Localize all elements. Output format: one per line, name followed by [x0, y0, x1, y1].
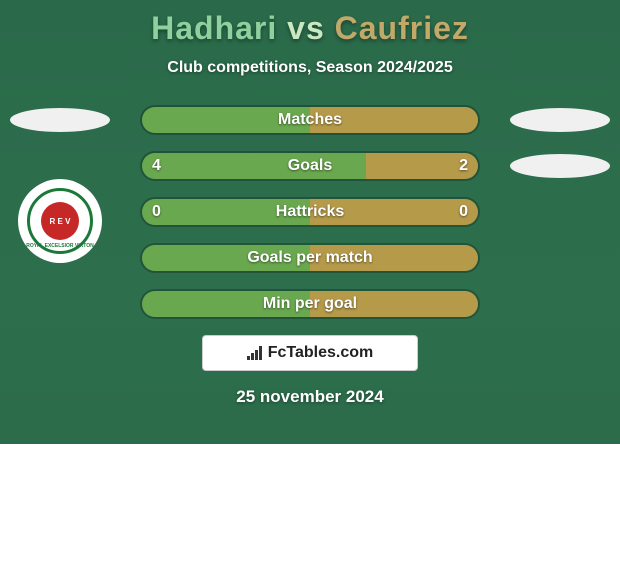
stat-label: Hattricks — [276, 203, 344, 221]
side-oval-left — [10, 108, 110, 132]
date-text: 25 november 2024 — [0, 387, 620, 407]
stat-row: Min per goal — [0, 289, 620, 319]
stat-label: Min per goal — [263, 295, 357, 313]
subtitle: Club competitions, Season 2024/2025 — [0, 59, 620, 77]
stat-value-left: 0 — [152, 203, 161, 221]
page-title: Hadhari vs Caufriez — [0, 10, 620, 47]
brand-text: FcTables.com — [268, 344, 374, 362]
vs-text: vs — [287, 10, 325, 46]
stat-bar: Hattricks 0 0 — [140, 197, 480, 227]
stat-bar: Min per goal — [140, 289, 480, 319]
player1-name: Hadhari — [151, 10, 277, 46]
stat-row: Hattricks 0 0 — [0, 197, 620, 227]
stat-value-right: 0 — [459, 203, 468, 221]
stat-row: Goals per match — [0, 243, 620, 273]
stat-bar: Goals 4 2 — [140, 151, 480, 181]
stat-bar: Matches — [140, 105, 480, 135]
stat-value-left: 4 — [152, 157, 161, 175]
stats-rows: Matches Goals 4 2 Hattricks 0 0 Goals per match… — [0, 105, 620, 319]
stat-label: Goals per match — [247, 249, 372, 267]
stat-bar: Goals per match — [140, 243, 480, 273]
brand-box[interactable]: FcTables.com — [202, 335, 418, 371]
player2-name: Caufriez — [335, 10, 469, 46]
side-oval-right — [510, 108, 610, 132]
stat-row: Matches — [0, 105, 620, 135]
stat-row: Goals 4 2 — [0, 151, 620, 181]
bar-left-fill — [142, 153, 366, 179]
bottom-white-area — [0, 444, 620, 580]
stat-value-right: 2 — [459, 157, 468, 175]
bar-chart-icon — [247, 346, 262, 360]
infographic-content: Hadhari vs Caufriez Club competitions, S… — [0, 0, 620, 407]
stat-label: Goals — [288, 157, 332, 175]
side-oval-right — [510, 154, 610, 178]
stat-label: Matches — [278, 111, 342, 129]
